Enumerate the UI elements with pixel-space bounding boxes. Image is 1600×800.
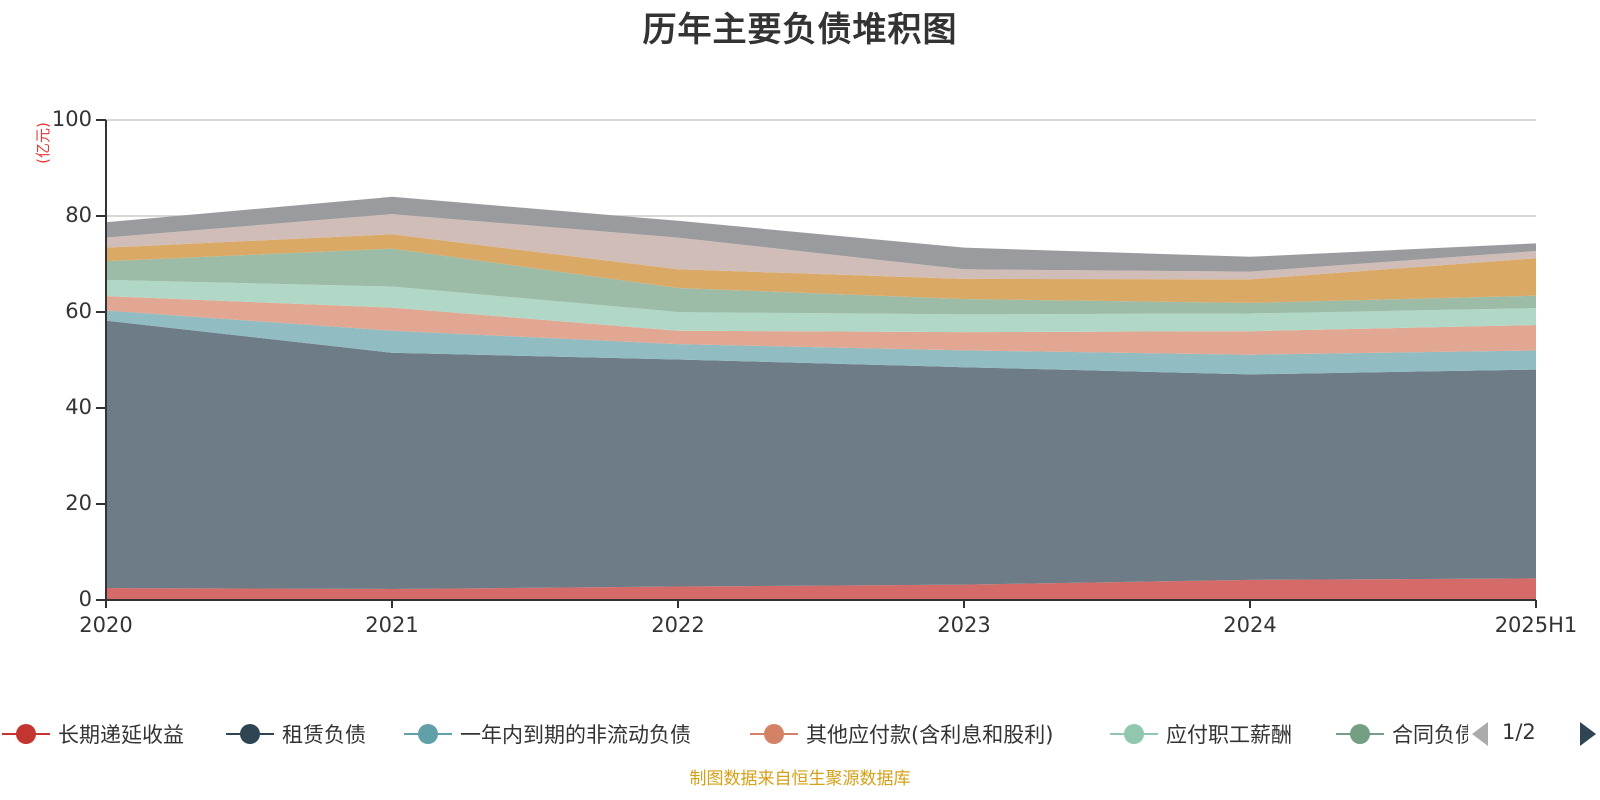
legend-label: 长期递延收益 (58, 723, 184, 747)
area-series-5 (106, 248, 1536, 315)
x-tick-label: 2025H1 (1495, 613, 1578, 637)
area-series-2 (106, 310, 1536, 375)
legend-label: 一年内到期的非流动负债 (460, 723, 691, 747)
legend-marker-icon (224, 716, 276, 752)
legend-label: 应付职工薪酬 (1166, 723, 1292, 747)
chart-title: 历年主要负债堆积图 (642, 10, 958, 50)
area-series-6 (106, 234, 1536, 303)
y-tick-label: 100 (52, 107, 92, 131)
source-note: 制图数据来自恒生聚源数据库 (689, 769, 911, 789)
x-tick-label: 2021 (365, 613, 418, 637)
x-tick-label: 2022 (651, 613, 704, 637)
legend-item[interactable]: 租赁负债 (224, 716, 366, 752)
legend-pager: 1/2 (1470, 716, 1600, 752)
y-tick-label: 20 (65, 491, 92, 515)
legend: 长期递延收益 租赁负债 一年内到期的非流动负债 其他应付款(含利息和股利) 应付职工薪酬… (0, 716, 1468, 752)
area-series-8 (106, 196, 1536, 272)
legend-label: 租赁负债 (282, 723, 366, 747)
legend-next-page-icon[interactable] (1580, 722, 1596, 746)
y-tick-label: 60 (65, 299, 92, 323)
legend-item[interactable]: 一年内到期的非流动负债 (402, 716, 691, 752)
legend-marker-icon (1108, 716, 1160, 752)
legend-prev-page-icon[interactable] (1472, 722, 1488, 746)
y-tick-label: 0 (79, 587, 92, 611)
y-tick-label: 80 (65, 203, 92, 227)
legend-label: 其他应付款(含利息和股利) (806, 723, 1054, 747)
y-tick-label: 40 (65, 395, 92, 419)
legend-item[interactable]: 长期递延收益 (0, 716, 184, 752)
area-series-7 (106, 214, 1536, 280)
legend-page-indicator: 1/2 (1502, 720, 1536, 744)
area-series-1 (106, 320, 1536, 589)
x-tick-label: 2024 (1223, 613, 1276, 637)
legend-item[interactable]: 应付职工薪酬 (1108, 716, 1292, 752)
y-axis-unit-label: (亿元) (34, 122, 52, 164)
x-tick-label: 2020 (79, 613, 132, 637)
legend-item[interactable]: 合同负债 (1334, 716, 1468, 752)
axes (96, 119, 1537, 608)
x-tick-label: 2023 (937, 613, 990, 637)
tick-labels: 0 20 40 60 80 100 2020 2021 2022 2023 2024 2025H1 (52, 107, 1577, 637)
stacked-areas (106, 196, 1536, 600)
area-series-3 (106, 296, 1536, 355)
area-series-4 (106, 279, 1536, 333)
legend-marker-icon (0, 716, 52, 752)
area-series-0 (106, 578, 1536, 600)
legend-marker-icon (1334, 716, 1386, 752)
legend-marker-icon (402, 716, 454, 752)
legend-item[interactable]: 其他应付款(含利息和股利) (748, 716, 1053, 752)
legend-label: 合同负债 (1392, 723, 1468, 747)
legend-marker-icon (748, 716, 800, 752)
